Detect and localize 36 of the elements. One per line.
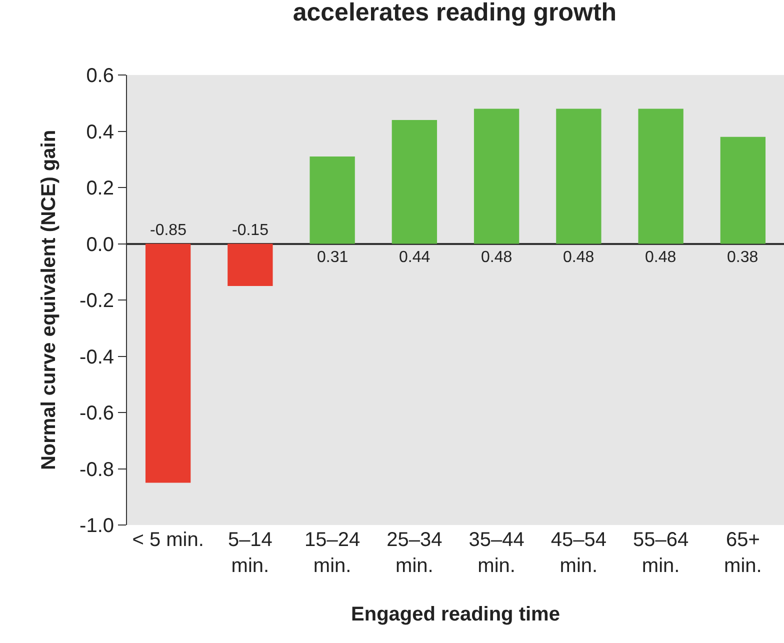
data-label: -0.85 <box>150 222 187 239</box>
data-label: 0.48 <box>563 249 594 266</box>
y-tick-label: -0.2 <box>80 290 114 312</box>
x-tick-label: < 5 min. <box>132 529 204 551</box>
x-tick-label: 65+ min. <box>724 529 762 577</box>
data-label: 0.38 <box>727 249 758 266</box>
y-tick-label: 0.6 <box>86 65 114 87</box>
bar <box>720 136 766 244</box>
y-tick-label: 0.2 <box>86 178 114 200</box>
y-tick-label: -0.6 <box>80 402 114 424</box>
bar <box>392 120 438 244</box>
bar <box>310 156 355 244</box>
chart-title: accelerates reading growth <box>292 0 617 27</box>
x-tick-label: 15–24 min. <box>304 529 360 577</box>
y-tick-label: -0.8 <box>80 458 114 481</box>
x-tick-label: 35–44 min. <box>468 529 524 577</box>
bar <box>474 108 520 244</box>
y-axis-title: Normal curve equivalent (NCE) gain <box>38 130 60 470</box>
x-tick-label: 45–54 min. <box>550 529 607 577</box>
x-tick-label: 5–14 min. <box>228 529 272 577</box>
data-label: 0.31 <box>317 249 348 266</box>
data-label: -0.15 <box>232 222 269 239</box>
y-tick-label: 0.0 <box>86 234 114 256</box>
y-tick-label: -1.0 <box>80 515 114 537</box>
x-tick-label: 55–64 min. <box>632 529 689 577</box>
x-tick-label: 25–34 min. <box>386 529 442 577</box>
data-label: 0.48 <box>481 249 512 266</box>
bar <box>638 108 684 244</box>
bar <box>228 244 273 286</box>
bar <box>145 244 191 483</box>
y-tick-label: 0.4 <box>86 121 114 144</box>
bar <box>556 108 602 244</box>
x-axis-title: Engaged reading time <box>351 604 560 626</box>
data-label: 0.44 <box>399 249 430 266</box>
data-label: 0.48 <box>645 249 676 266</box>
y-tick-label: -0.4 <box>80 346 114 368</box>
